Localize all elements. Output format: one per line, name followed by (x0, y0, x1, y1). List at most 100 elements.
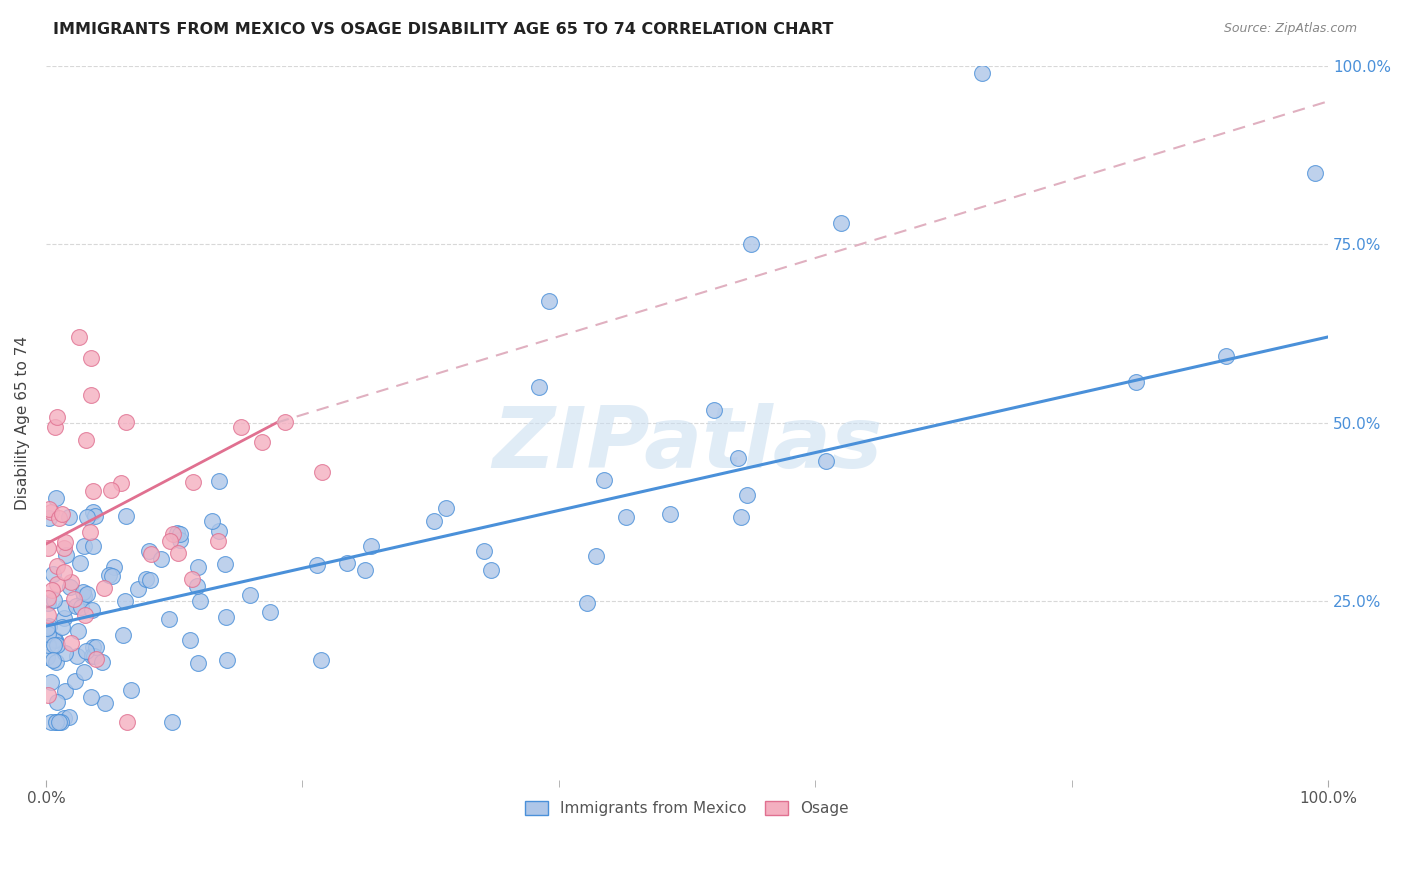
Point (593, 473, 616, 487)
Point (614, 510, 637, 524)
Point (576, 596, 599, 610)
Point (39, 675, 62, 690)
Point (215, 653, 238, 667)
Point (311, 465, 333, 479)
Point (1305, 166, 1327, 180)
Point (207, 533, 229, 548)
Point (115, 508, 138, 523)
Point (52, 711, 75, 725)
Point (52, 541, 75, 556)
Point (37, 689, 59, 703)
Point (830, 216, 852, 230)
Point (93, 582, 115, 596)
Point (815, 454, 838, 468)
Point (703, 402, 725, 417)
Point (1215, 349, 1237, 363)
Point (80, 602, 103, 616)
Point (115, 715, 138, 730)
Point (86, 640, 108, 655)
Point (46, 695, 69, 709)
Point (70, 599, 93, 614)
Text: ZIPatlas: ZIPatlas (492, 402, 882, 485)
Point (80, 351, 103, 366)
Point (69, 557, 91, 571)
Point (479, 563, 502, 577)
Point (157, 612, 180, 626)
Point (114, 415, 136, 429)
Point (75, 644, 97, 658)
Point (75, 433, 97, 447)
Point (42, 638, 65, 652)
Point (60, 575, 83, 590)
Point (45, 410, 67, 425)
Text: Source: ZipAtlas.com: Source: ZipAtlas.com (1223, 22, 1357, 36)
Legend: Immigrants from Mexico, Osage: Immigrants from Mexico, Osage (516, 792, 858, 825)
Point (37, 591, 59, 606)
Point (63, 591, 86, 606)
Point (82, 539, 104, 553)
Point (67, 330, 90, 344)
Point (259, 605, 281, 619)
Point (82, 505, 104, 519)
Point (169, 526, 191, 541)
Point (309, 653, 332, 667)
Point (37, 638, 59, 652)
Point (84, 652, 107, 666)
Point (76, 509, 98, 524)
Point (58, 509, 80, 524)
Point (37, 541, 59, 556)
Point (46, 576, 69, 591)
Point (41, 567, 63, 582)
Point (336, 556, 359, 570)
Point (90, 656, 112, 670)
Point (53, 534, 76, 549)
Point (740, 237, 762, 252)
Point (48, 510, 70, 524)
Point (727, 451, 749, 466)
Point (76, 587, 98, 601)
Point (59, 636, 82, 650)
Point (730, 509, 752, 524)
Point (83, 508, 105, 523)
Point (307, 558, 329, 572)
Point (82, 483, 104, 498)
Point (103, 560, 125, 574)
Point (79, 525, 101, 540)
Point (162, 526, 184, 541)
Point (187, 657, 209, 671)
Point (250, 435, 273, 450)
Point (46, 715, 69, 730)
Point (166, 526, 188, 541)
Point (53, 683, 76, 698)
Point (63, 674, 86, 689)
Point (214, 557, 236, 571)
Point (44, 420, 66, 434)
Point (208, 474, 231, 488)
Point (45, 491, 67, 506)
Point (38, 619, 60, 633)
Point (114, 594, 136, 608)
Point (274, 415, 297, 429)
Point (39, 715, 62, 730)
Point (44, 633, 66, 648)
Point (72, 585, 94, 599)
Point (51, 507, 73, 521)
Point (66, 648, 89, 663)
Point (231, 420, 253, 434)
Point (179, 632, 201, 647)
Point (58, 710, 80, 724)
Point (127, 582, 149, 596)
Point (150, 551, 173, 566)
Point (38, 511, 60, 525)
Point (45, 715, 67, 730)
Point (120, 682, 142, 697)
Point (41, 653, 63, 667)
Point (139, 547, 162, 561)
Point (139, 574, 162, 588)
Point (41, 583, 63, 598)
Point (186, 579, 208, 593)
Point (181, 572, 204, 586)
Point (79, 388, 101, 402)
Point (188, 593, 211, 607)
Point (111, 628, 134, 642)
